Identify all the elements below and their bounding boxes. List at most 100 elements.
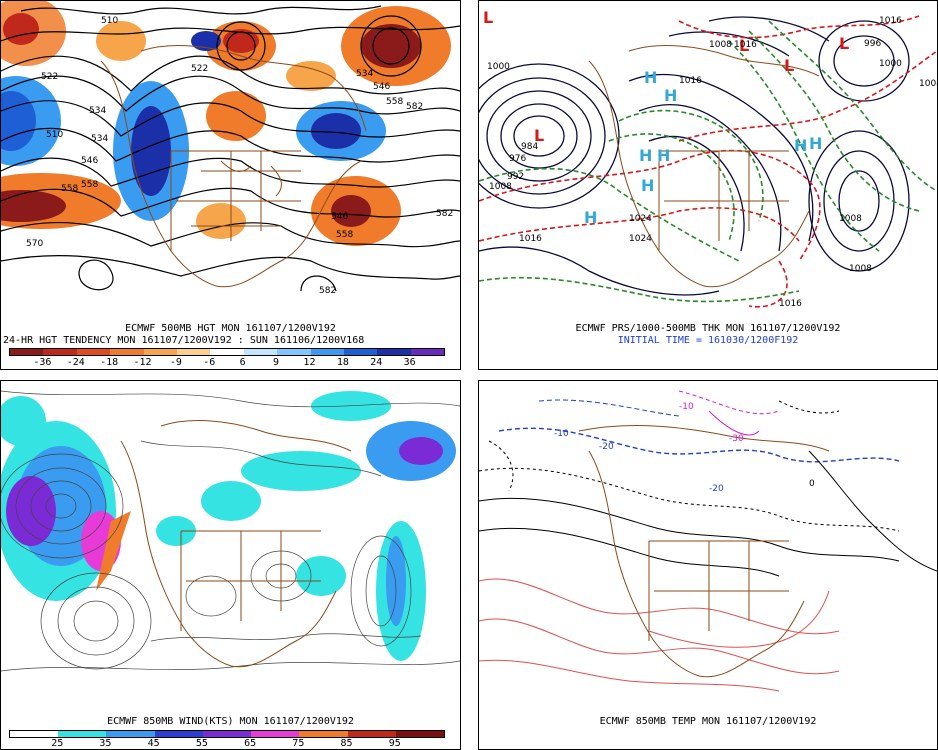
high-pressure-symbol: H	[657, 146, 670, 165]
colorbar-swatch	[251, 731, 300, 737]
colorbar-tick-label: 45	[147, 738, 160, 749]
high-pressure-symbol: H	[584, 208, 597, 227]
colorbar-tick-label: -36	[33, 357, 52, 368]
contour-label: -10	[554, 429, 569, 439]
contour-label: 1008	[709, 40, 732, 50]
contour-label: -20	[599, 442, 614, 452]
contour-label: -20	[709, 484, 724, 494]
colorbar-swatch	[243, 349, 278, 355]
contour-label: 1016	[779, 299, 802, 309]
colorbar-swatch	[395, 731, 444, 737]
high-low-symbols: L L L L L H H H H H H H H	[483, 8, 849, 227]
contour-label: -10	[679, 402, 694, 412]
colorbar-tick-label: 6	[239, 357, 246, 368]
low-pressure-symbol: L	[534, 126, 544, 145]
contour-label: 1000	[879, 59, 902, 69]
coastlines	[588, 45, 820, 288]
contour-label: 1000	[487, 62, 510, 72]
contour-label: 1024	[629, 214, 652, 224]
map-subtitle: 24-HR HGT TENDENCY MON 161107/1200V192 :…	[3, 335, 365, 346]
contour-label: 510	[46, 130, 63, 140]
colorbar-tick-label: 85	[340, 738, 353, 749]
colorbar-swatch	[410, 349, 445, 355]
contour-label: 1008	[849, 264, 872, 274]
tendency-colorbar	[9, 348, 445, 356]
colorbar-swatch	[10, 731, 59, 737]
contour-label: 534	[356, 69, 373, 79]
colorbar-tick-label: -9	[169, 357, 182, 368]
contour-label: 546	[373, 82, 390, 92]
colorbar-swatch	[110, 349, 144, 355]
low-pressure-symbol: L	[739, 36, 749, 55]
colorbar-swatch	[154, 731, 203, 737]
high-pressure-symbol: H	[639, 146, 652, 165]
colorbar-swatch	[210, 349, 244, 355]
low-pressure-symbol: L	[839, 34, 849, 53]
coastlines	[578, 425, 830, 678]
low-pressure-symbol: L	[784, 56, 794, 75]
colorbar-swatch	[277, 349, 311, 355]
high-pressure-symbol: H	[641, 176, 654, 195]
tendency-fills	[1, 1, 451, 246]
contour-label: 1016	[734, 40, 757, 50]
coastlines	[120, 420, 352, 668]
panel-sea-level-pressure-thickness: L L L L L H H H H H H H H 1008 1016 1000…	[478, 0, 938, 370]
colorbar-swatch	[58, 731, 107, 737]
high-pressure-symbol: H	[809, 134, 822, 153]
colorbar-tick-label: 24	[370, 357, 383, 368]
contour-label: 558	[386, 97, 403, 107]
contour-label: 558	[81, 180, 98, 190]
contour-label: 558	[336, 230, 353, 240]
colorbar-swatch	[299, 731, 348, 737]
high-pressure-symbol: H	[794, 136, 807, 155]
contour-label: 534	[89, 106, 106, 116]
map-title: ECMWF PRS/1000-500MB THK MON 161107/1200…	[575, 323, 841, 334]
high-pressure-symbol: H	[664, 86, 677, 105]
colorbar-tick-label: 12	[303, 357, 316, 368]
contour-label: 534	[91, 134, 108, 144]
contour-label: 984	[521, 142, 538, 152]
contour-label: 996	[864, 39, 881, 49]
colorbar-tick-label: 18	[336, 357, 349, 368]
colorbar-tick-label: 35	[99, 738, 112, 749]
colorbar-swatch	[347, 731, 396, 737]
panel-850mb-wind: ECMWF 850MB WIND(KTS) MON 161107/1200V19…	[0, 380, 461, 750]
map-500mb-height: 510 522 534 546 558 570 582 510 522 534 …	[1, 1, 460, 296]
low-pressure-symbol: L	[483, 8, 493, 27]
panel-500mb-height: 510 522 534 546 558 570 582 510 522 534 …	[0, 0, 461, 370]
initial-time-label: INITIAL TIME = 161030/1200F192	[617, 335, 799, 346]
wind-colorbar	[9, 730, 445, 738]
colorbar-tick-label: 65	[244, 738, 257, 749]
contour-label: -30	[729, 434, 744, 444]
contour-label: 546	[331, 212, 348, 222]
colorbar-swatch	[143, 349, 177, 355]
colorbar-tick-label: -18	[100, 357, 119, 368]
coastlines	[100, 45, 367, 288]
colorbar-tick-label: 9	[273, 357, 280, 368]
contour-label: 522	[191, 64, 208, 74]
contour-labels: 510 522 534 546 558 570 582 510 522 534 …	[26, 16, 453, 296]
colorbar-swatch	[202, 731, 252, 737]
contour-label: 570	[26, 239, 43, 249]
contour-labels: -10 -20 -30 0 -10 -20	[554, 402, 815, 494]
isobars	[479, 16, 910, 296]
contour-label: 1016	[679, 76, 702, 86]
colorbar-swatch	[43, 349, 77, 355]
contour-label: 976	[509, 154, 526, 164]
map-pressure-thickness: L L L L L H H H H H H H H 1008 1016 1000…	[479, 8, 937, 309]
contour-label: 1024	[629, 234, 652, 244]
contour-label: 1008	[919, 79, 937, 89]
colorbar-tick-label: 25	[51, 738, 64, 749]
map-title: ECMWF 500MB HGT MON 161107/1200V192	[125, 323, 336, 334]
high-pressure-symbol: H	[644, 68, 657, 87]
colorbar-tick-label: 36	[403, 357, 416, 368]
colorbar-swatch	[343, 349, 378, 355]
thickness-lines	[479, 15, 937, 308]
colorbar-tick-label: -12	[133, 357, 152, 368]
contour-label: 510	[101, 16, 118, 26]
colorbar-swatch	[310, 349, 344, 355]
map-850mb-wind	[1, 390, 460, 672]
contour-label: 1008	[839, 214, 862, 224]
colorbar-swatch	[176, 349, 211, 355]
map-850mb-temperature: -10 -20 -30 0 -10 -20	[479, 390, 937, 692]
